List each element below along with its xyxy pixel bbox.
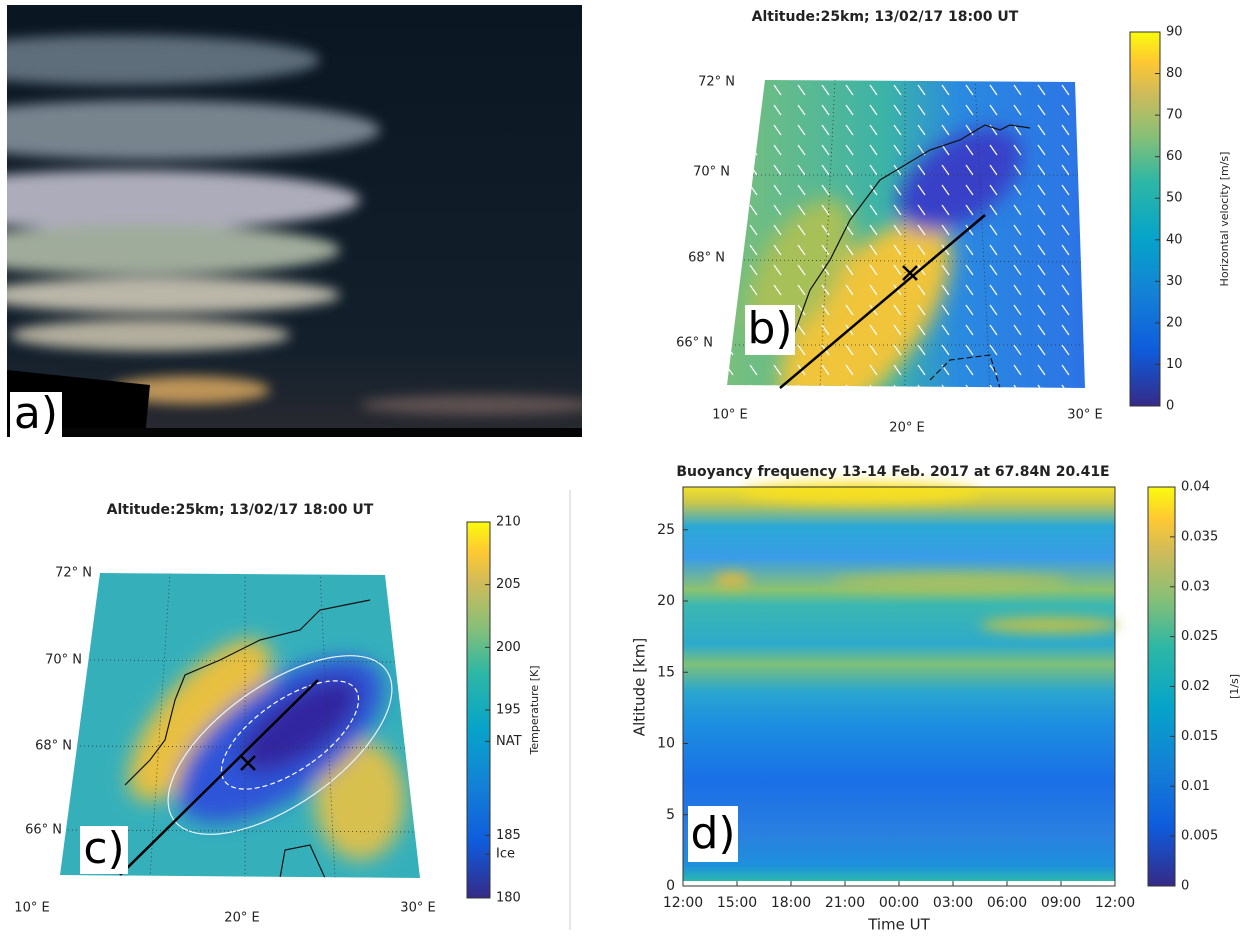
lon-label: 30° E (400, 901, 435, 916)
x-tick-label: 06:00 (987, 895, 1027, 911)
colorbar-tick-label: 0 (1166, 399, 1174, 414)
panel-label: b) (747, 303, 792, 354)
panel-label: c) (83, 823, 124, 874)
colorbar-tick-label: 0.015 (1181, 729, 1218, 744)
label-box (10, 392, 62, 437)
colorbar-tick-label: 0.01 (1181, 779, 1210, 794)
x-tick-label: 09:00 (1041, 895, 1081, 911)
y-tick-label: 10 (657, 736, 675, 752)
lon-label: 20° E (889, 421, 924, 436)
lon-label: 10° E (712, 408, 747, 423)
panel-title: Altitude:25km; 13/02/17 18:00 UT (107, 502, 374, 518)
colorbar-tick-label: 0.04 (1181, 480, 1210, 495)
colorbar (1129, 31, 1161, 407)
x-tick-label: 03:00 (933, 895, 973, 911)
label-box (80, 826, 128, 874)
y-axis-label: Altitude [km] (631, 638, 649, 736)
colorbar-tick-label: 0.03 (1181, 579, 1210, 594)
label-box (745, 305, 795, 355)
panel-title: Buoyancy frequency 13-14 Feb. 2017 at 67… (676, 464, 1109, 480)
y-tick-label: 0 (666, 878, 675, 894)
colorbar-tick-label: 30 (1166, 274, 1183, 289)
colorbar-tick-label: 210 (496, 515, 521, 530)
colorbar-tick-label: 90 (1166, 25, 1183, 40)
lat-label: 68° N (688, 251, 725, 266)
colorbar-tick-label: 180 (496, 891, 521, 906)
colorbar-tick-label: 0.02 (1181, 679, 1210, 694)
colorbar-label: Temperature [K] (528, 666, 541, 756)
panel-label: d) (690, 808, 735, 859)
colorbar-tick-label: 0.005 (1181, 829, 1218, 844)
colorbar-tick-label: NAT (496, 734, 522, 749)
lat-label: 70° N (693, 165, 730, 180)
colorbar-tick-label: 60 (1166, 149, 1183, 164)
lat-label: 66° N (25, 823, 62, 838)
colorbar-tick-label: 205 (496, 577, 521, 592)
panel-label: a) (14, 388, 58, 439)
colorbar-tick-label: 0.025 (1181, 629, 1218, 644)
lon-label: 20° E (224, 911, 259, 926)
colorbar-tick-label: 200 (496, 640, 521, 655)
colorbar-tick-label: 40 (1166, 232, 1183, 247)
colorbar-label: [1/s] (1228, 674, 1241, 699)
y-tick-label: 20 (657, 593, 675, 609)
colorbar-tick-label: 70 (1166, 108, 1183, 123)
colorbar-tick-label: 20 (1166, 315, 1183, 330)
x-tick-label: 12:00 (663, 895, 703, 911)
x-tick-label: 15:00 (717, 895, 757, 911)
lat-label: 68° N (35, 739, 72, 754)
colorbar-tick-label: 0 (1181, 879, 1189, 894)
velocity-map (727, 80, 1085, 388)
colorbar-tick-label: 10 (1166, 357, 1183, 372)
colorbar-tick-label: 50 (1166, 191, 1183, 206)
x-tick-label: 21:00 (825, 895, 865, 911)
heatmap (683, 482, 1120, 881)
colorbar-tick-label: 0.035 (1181, 529, 1218, 544)
label-box (688, 806, 738, 862)
track-line (779, 214, 986, 389)
lat-label: 70° N (45, 653, 82, 668)
lon-label: 30° E (1067, 408, 1102, 423)
colorbar-tick-label: 80 (1166, 66, 1183, 81)
x-tick-label: 18:00 (771, 895, 811, 911)
colorbar-tick-label: 195 (496, 703, 521, 718)
y-tick-label: 5 (666, 807, 675, 823)
photo (7, 5, 582, 437)
x-axis-label: Time UT (867, 916, 930, 934)
lat-label: 72° N (55, 566, 92, 581)
x-tick-label: 00:00 (879, 895, 919, 911)
y-tick-label: 25 (657, 522, 675, 538)
x-tick-label: 12:00 (1095, 895, 1135, 911)
colorbar-tick-label: 185 (496, 828, 521, 843)
lon-label: 10° E (14, 901, 49, 916)
station-marker (902, 265, 918, 281)
lat-label: 72° N (698, 75, 735, 90)
track-line (119, 679, 319, 876)
lat-label: 66° N (676, 336, 713, 351)
colorbar-label: Horizontal velocity [m/s] (1218, 152, 1231, 287)
station-marker (240, 755, 256, 771)
panel-title: Altitude:25km; 13/02/17 18:00 UT (752, 9, 1019, 25)
y-tick-label: 15 (657, 664, 675, 680)
colorbar-tick-label: Ice (496, 847, 515, 862)
